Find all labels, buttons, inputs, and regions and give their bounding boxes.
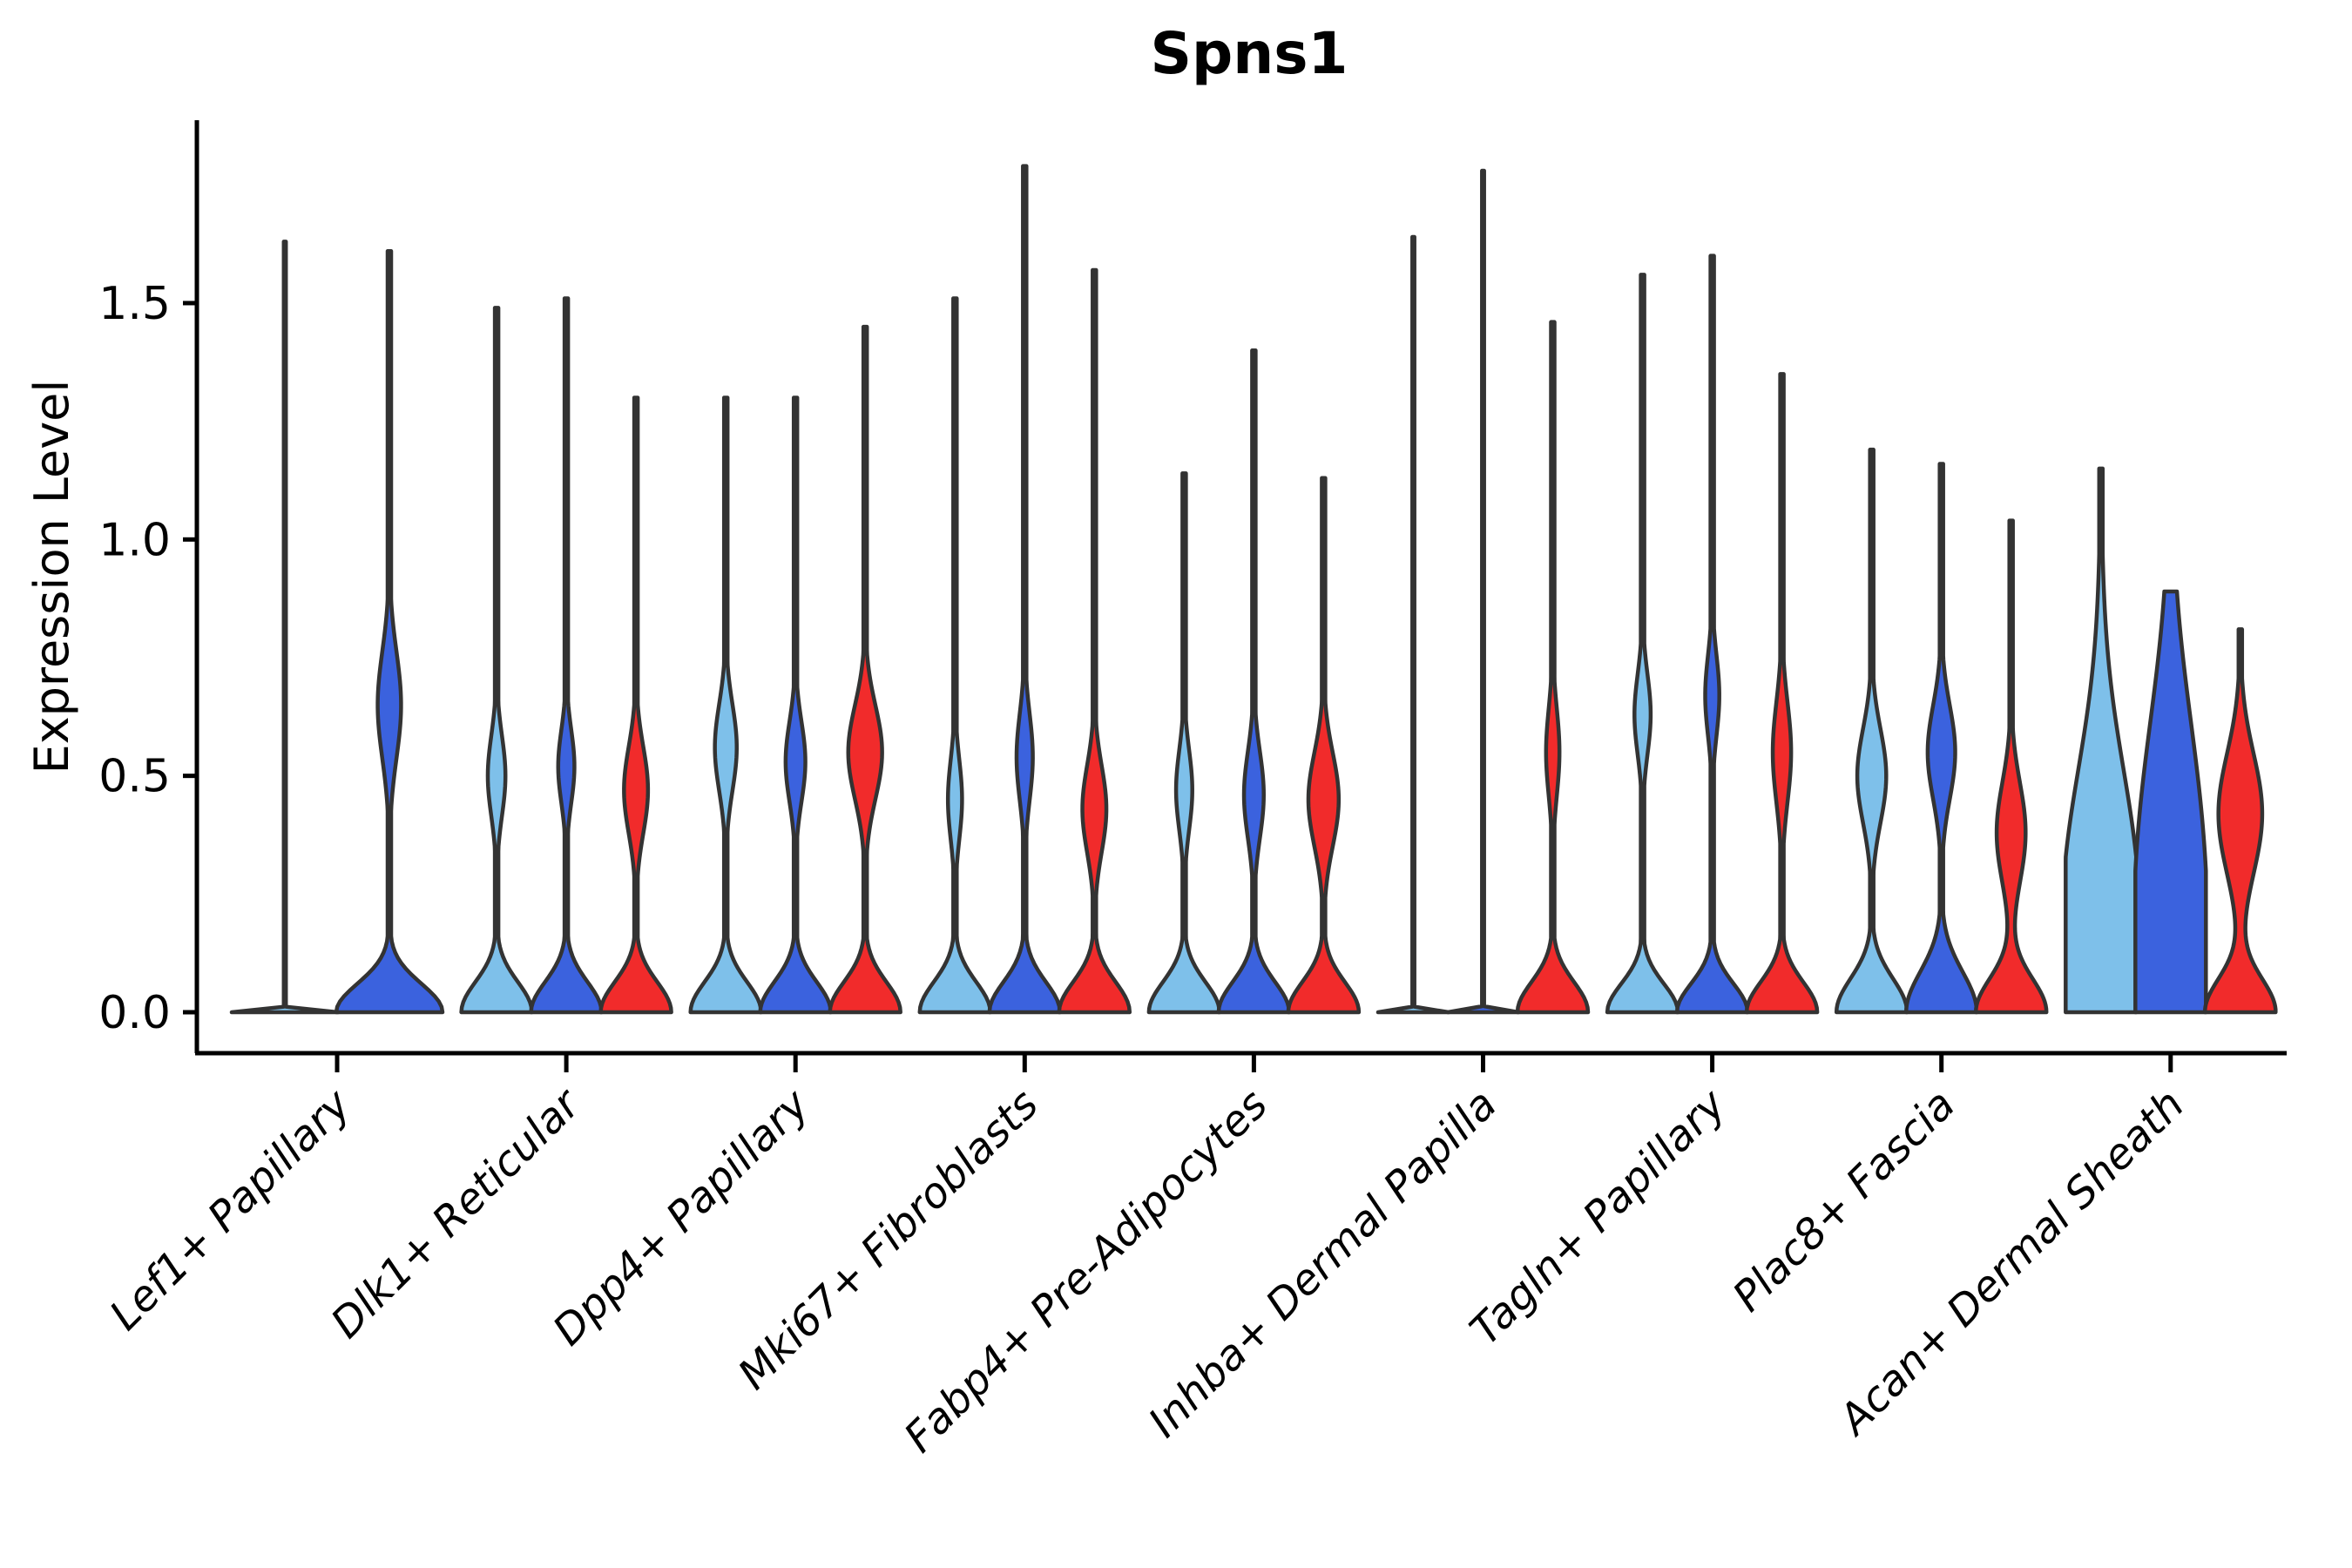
violin-dark (1674, 253, 1750, 1015)
violin-dark (1216, 348, 1292, 1015)
violin-red (1057, 267, 1132, 1015)
violin-light (1834, 447, 1909, 1015)
x-tick-label: Fabp4+ Pre-Adipocytes (895, 1080, 1277, 1463)
x-tick-label: Dpp4+ Papillary (544, 1079, 819, 1355)
violin-dark (1445, 168, 1521, 1015)
violin-dark (334, 249, 445, 1015)
violin-light (459, 306, 534, 1015)
violin-dark (1903, 462, 1979, 1015)
violin-red (1286, 476, 1362, 1015)
violin-red (1973, 518, 2049, 1015)
violin-red (598, 395, 673, 1015)
violin-light (229, 240, 341, 1015)
y-tick-label: 1.0 (98, 514, 171, 566)
violin-dark (758, 395, 833, 1015)
x-tick-label: Tagln+ Papillary (1461, 1079, 1736, 1355)
violin-light (917, 296, 993, 1015)
x-tick-label: Lef1+ Papillary (100, 1079, 361, 1340)
violin-dark (2133, 589, 2208, 1015)
violin-light (1375, 234, 1451, 1015)
violin-dark (987, 164, 1063, 1015)
y-tick-label: 1.5 (98, 278, 171, 330)
y-tick-label: 0.5 (98, 751, 171, 803)
x-tick-label: Plac8+ Fascia (1724, 1080, 1965, 1321)
violins (229, 164, 2278, 1015)
violin-light (688, 395, 763, 1015)
violin-red (1515, 320, 1591, 1015)
chart-title: Spns1 (1151, 20, 1348, 87)
violin-light (1146, 471, 1222, 1015)
violin-red (828, 324, 902, 1015)
y-tick-label: 0.0 (98, 987, 171, 1039)
violin-light (2064, 466, 2139, 1015)
violin-dark (529, 296, 604, 1015)
x-tick-label: Dlk1+ Reticular (321, 1078, 591, 1348)
violin-light (1605, 273, 1680, 1015)
violin-red (1744, 372, 1820, 1015)
violin-red (2203, 627, 2278, 1015)
axes (183, 120, 2287, 1072)
y-axis-label: Expression Level (24, 380, 79, 774)
